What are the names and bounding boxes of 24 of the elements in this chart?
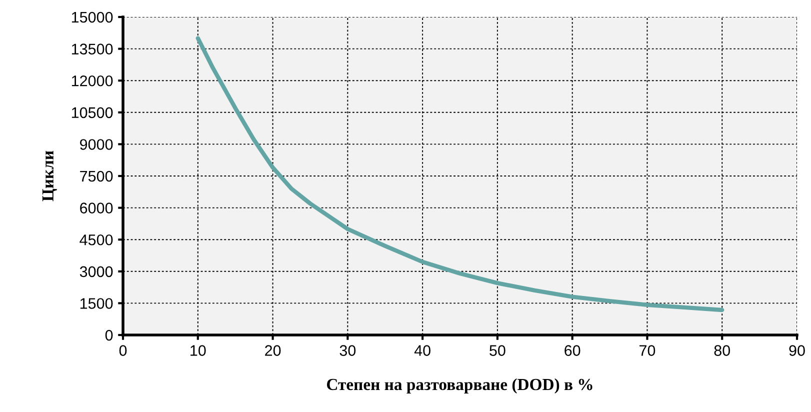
x-tick-label: 50 [490, 345, 506, 356]
y-tick-label: 3000 [80, 266, 113, 278]
x-axis-title: Степен на разтоварване (DOD) в % [326, 378, 592, 394]
x-tick-label: 40 [414, 345, 430, 356]
x-tick-label: 10 [190, 345, 206, 356]
x-tick-label: 70 [640, 345, 656, 356]
y-tick-label: 9000 [80, 139, 113, 150]
x-tick-label: 0 [119, 345, 127, 356]
y-tick-label: 1500 [80, 298, 113, 309]
y-tick-label: 7500 [80, 170, 113, 182]
x-tick-label: 30 [340, 345, 356, 356]
y-tick-label: 0 [105, 330, 113, 341]
x-tick-label: 20 [265, 345, 281, 356]
x-tick-label: 60 [564, 345, 580, 356]
y-tick-label: 15000 [72, 12, 113, 23]
line-series [196, 36, 724, 312]
y-tick-label: 13500 [72, 44, 113, 54]
x-tick-label: 80 [714, 345, 730, 356]
y-tick-label: 12000 [72, 75, 113, 86]
y-tick-label: 6000 [80, 202, 113, 214]
x-tick-label: 90 [789, 345, 805, 356]
y-axis-title: Цикли [42, 150, 57, 202]
y-tick-label: 4500 [80, 234, 113, 246]
y-tick-label: 10500 [72, 107, 113, 118]
